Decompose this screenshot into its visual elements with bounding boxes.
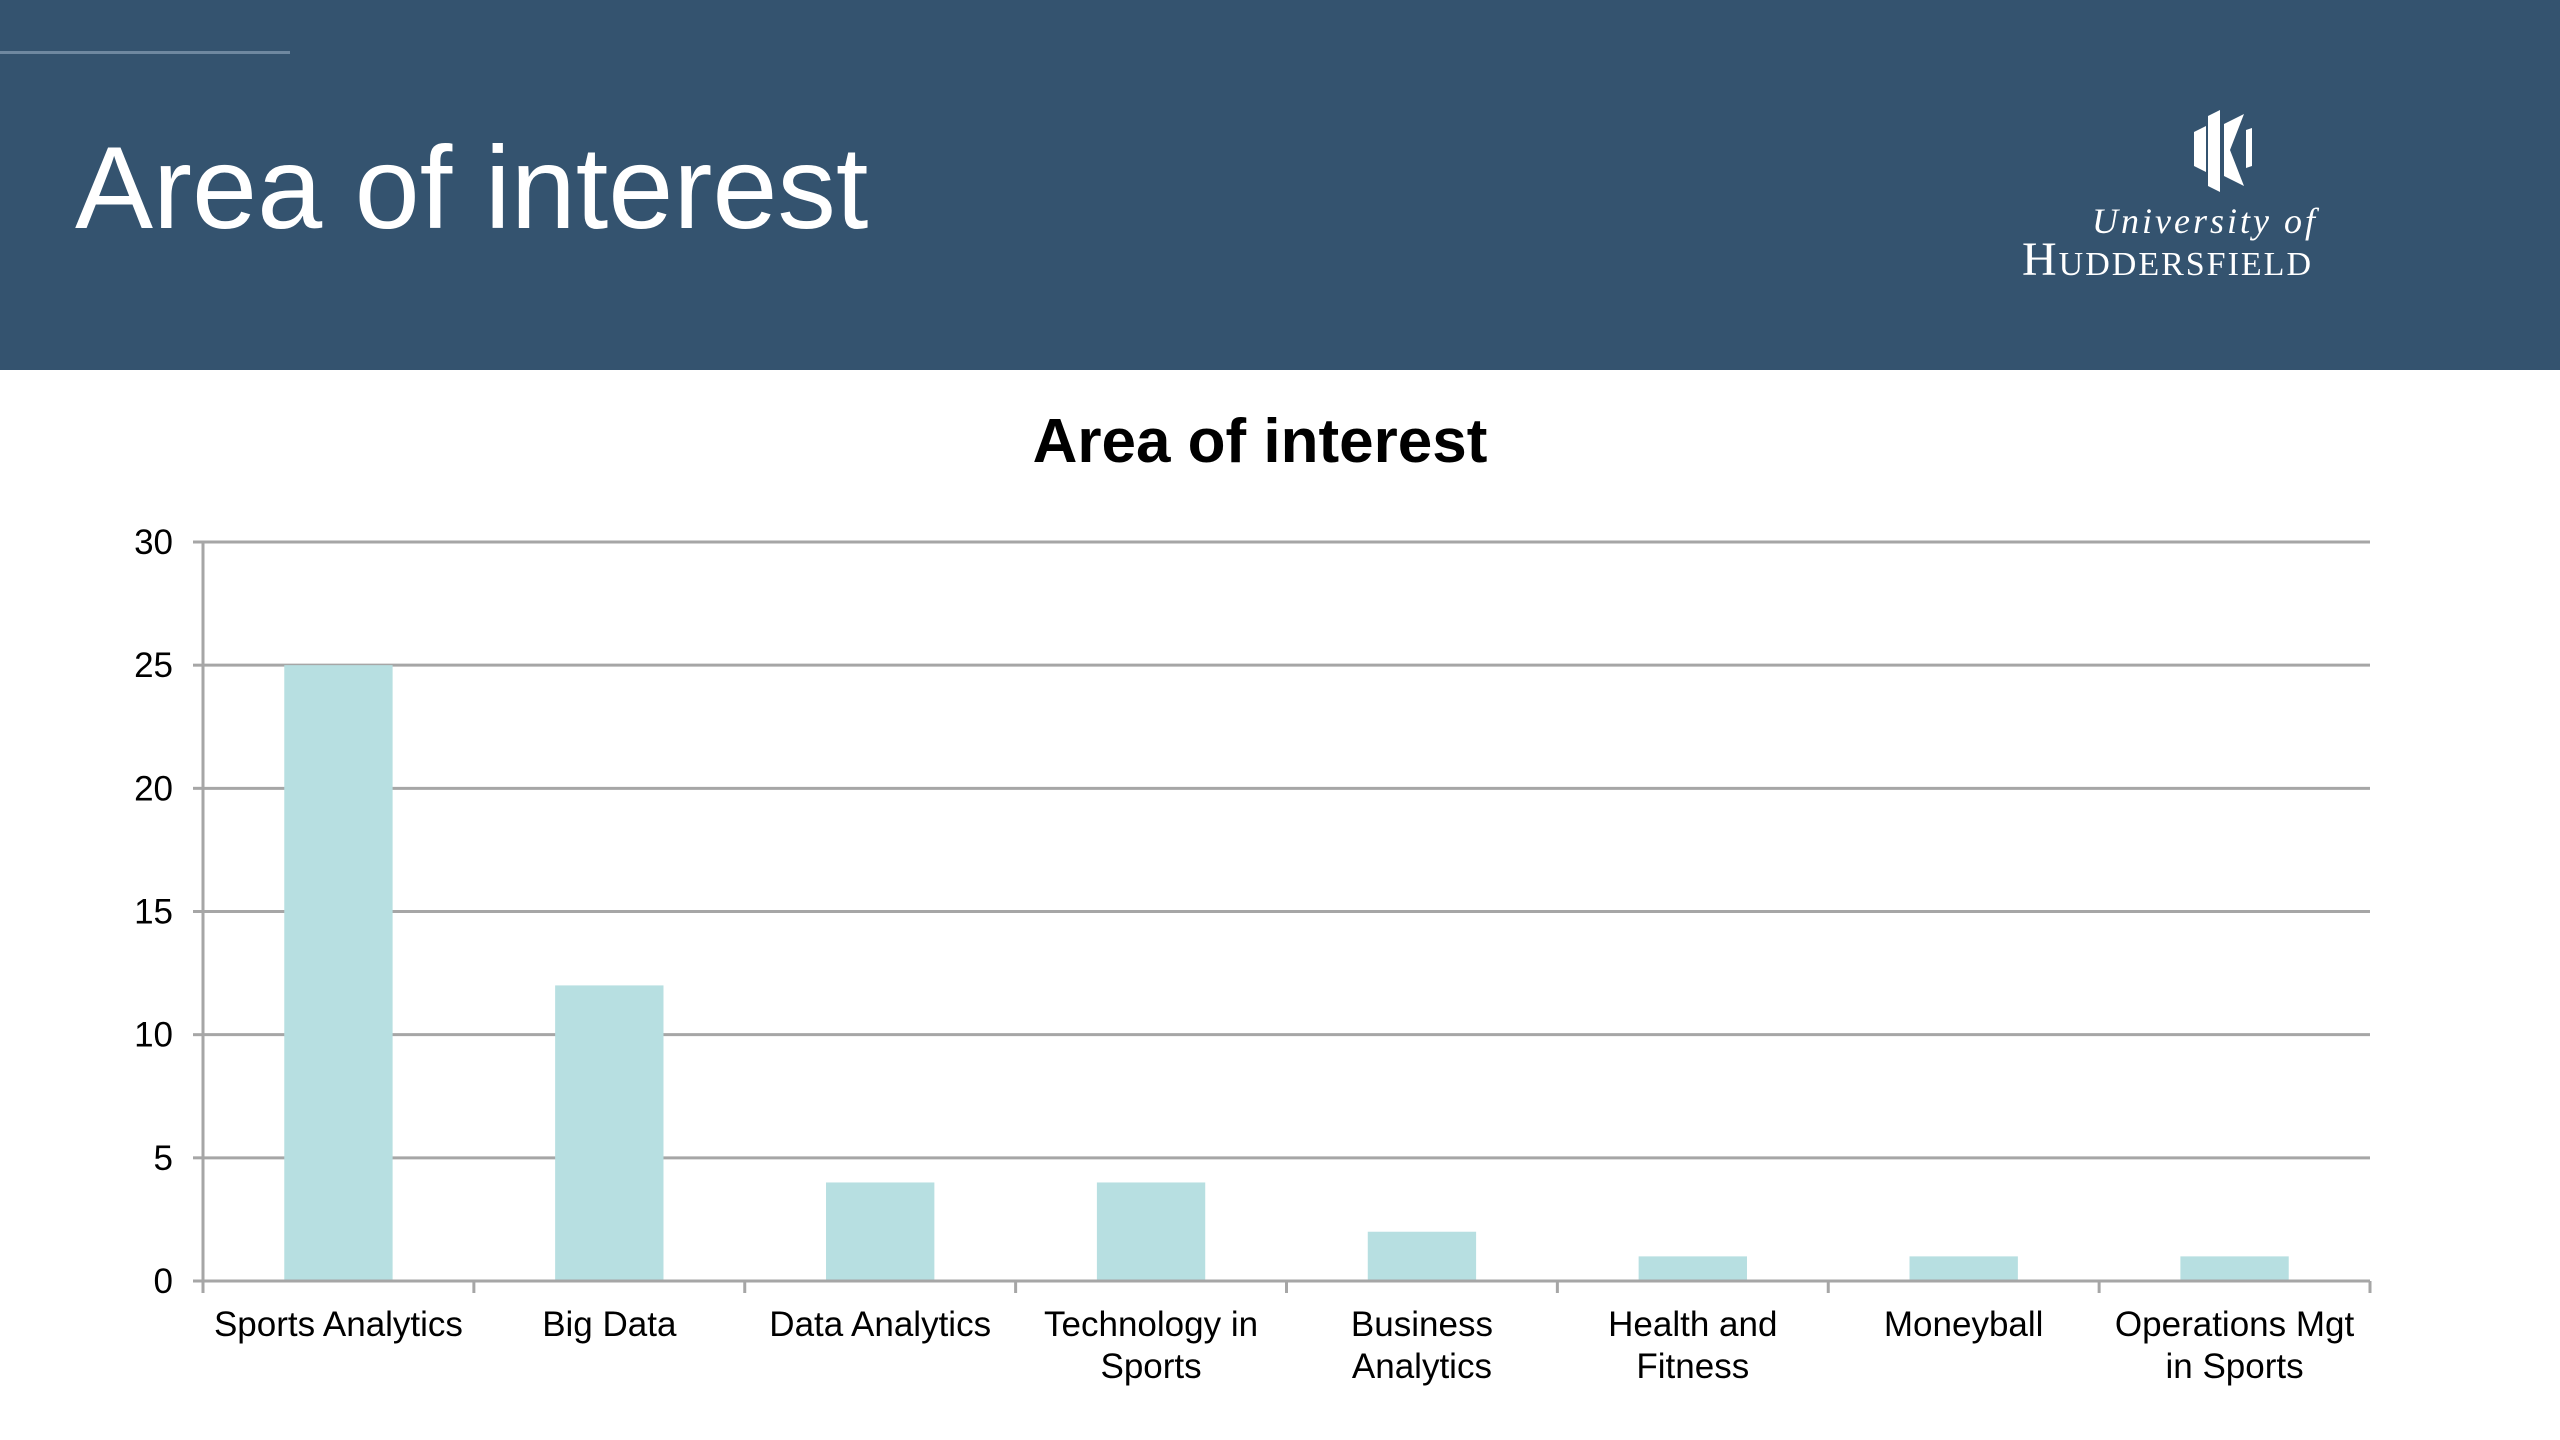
- slide-header: Area of interest University of Huddersfi…: [0, 0, 2560, 370]
- axes: [201, 542, 2372, 1293]
- x-category-label: Health and Fitness: [1608, 1305, 1777, 1386]
- bar: [826, 1182, 935, 1281]
- logo-text-university: University of: [2092, 201, 2318, 241]
- y-tick-label: 5: [154, 1139, 173, 1178]
- x-category-label: Operations Mgt in Sports: [2115, 1305, 2355, 1386]
- bar: [2180, 1256, 2289, 1281]
- y-tick-label: 30: [134, 523, 173, 562]
- x-category-label: Sports Analytics: [214, 1305, 463, 1344]
- bars: [284, 665, 2289, 1281]
- y-tick-label: 25: [134, 646, 173, 685]
- slide-title: Area of interest: [75, 122, 869, 253]
- bar-chart: Area of interest 0 5 10 15 20 25 30 Sports Ana…: [134, 407, 2372, 1386]
- x-category-label: Technology in Sports: [1044, 1305, 1258, 1386]
- bar: [1909, 1256, 2018, 1281]
- bar: [284, 665, 393, 1281]
- bar: [1638, 1256, 1747, 1281]
- y-tick-label: 10: [134, 1016, 173, 1055]
- bar: [1367, 1231, 1477, 1281]
- university-crest-icon: [2194, 110, 2252, 192]
- logo-text-huddersfield: Huddersfield: [2022, 233, 2314, 286]
- x-category-label: Data Analytics: [769, 1305, 991, 1344]
- x-axis-category-labels: Sports Analytics Big Data Data Analytics Te…: [214, 1305, 2355, 1386]
- bar: [555, 985, 664, 1281]
- x-category-label: Business Analytics: [1351, 1305, 1493, 1386]
- bar: [1096, 1182, 1206, 1281]
- gridlines: [193, 540, 2370, 1283]
- x-category-label: Big Data: [542, 1305, 677, 1344]
- y-axis-tick-labels: 0 5 10 15 20 25 30: [134, 523, 173, 1301]
- y-tick-label: 15: [134, 893, 173, 932]
- y-tick-label: 20: [134, 769, 173, 808]
- x-category-label: Moneyball: [1884, 1305, 2044, 1344]
- university-logo: University of Huddersfield: [2010, 110, 2430, 290]
- chart-title: Area of interest: [1033, 407, 1488, 476]
- header-accent-line: [0, 51, 290, 54]
- y-tick-label: 0: [154, 1262, 173, 1301]
